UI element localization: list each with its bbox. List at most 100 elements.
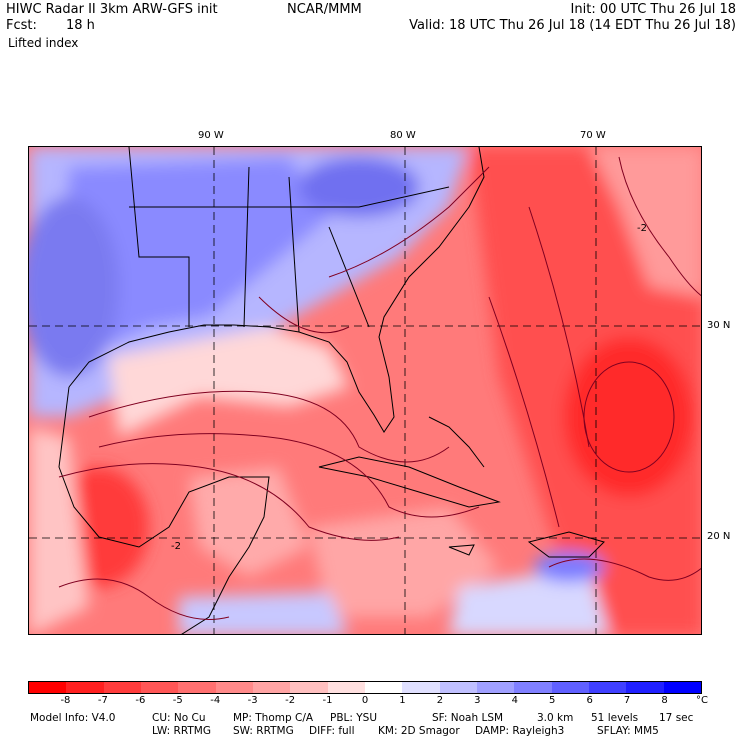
lifted-index-map: -2 -2: [28, 146, 702, 635]
org-label: NCAR/MMM: [287, 2, 362, 17]
colorbar-segment: [663, 682, 701, 693]
contour-line: [583, 361, 675, 473]
contour-line: [488, 296, 560, 528]
lw-scheme: LW: RRTMG: [152, 725, 211, 737]
colorbar-tick-label: 0: [361, 695, 369, 706]
colorbar-segment: [514, 682, 552, 693]
lat-label-30n: 30 N: [707, 320, 731, 331]
damp-option: DAMP: Rayleigh3: [475, 725, 565, 737]
colorbar-segment: [178, 682, 216, 693]
colorbar-tick-label: 3: [474, 695, 481, 706]
colorbar-tick-label: -3: [247, 695, 258, 706]
colorbar-segment: [215, 682, 253, 693]
cu-scheme: CU: No Cu: [152, 712, 206, 724]
bahamas-outline: [428, 416, 485, 468]
field-southeast-positive: [449, 567, 609, 634]
colorbar-segment: [66, 682, 104, 693]
contour-line: [58, 578, 230, 620]
mexico-coastline: [58, 386, 270, 634]
sw-scheme: SW: RRTMG: [233, 725, 294, 737]
field-south-positive: [179, 592, 349, 634]
colorbar-segment: [439, 682, 477, 693]
colorbar-tick-label: 4: [511, 695, 518, 706]
colorbar-tick-label: 1: [399, 695, 406, 706]
state-border-3: [288, 176, 300, 333]
colorbar-tick-label: -4: [210, 695, 221, 706]
valid-time: Valid: 18 UTC Thu 26 Jul 18 (14 EDT Thu …: [409, 18, 736, 33]
field-us-positive-core: [59, 157, 329, 367]
lat-label-20n: 20 N: [707, 531, 731, 542]
jamaica-outline: [448, 544, 475, 556]
km-option: KM: 2D Smagor: [378, 725, 460, 737]
mp-scheme: MP: Thomp C/A: [233, 712, 314, 724]
sf-scheme: SF: Noah LSM: [432, 712, 504, 724]
grid-spacing: 3.0 km: [537, 712, 574, 724]
hispaniola-outline: [527, 531, 605, 558]
map-canvas: [29, 147, 701, 634]
contour-label: -2: [637, 223, 647, 234]
state-border-4: [129, 186, 450, 208]
model-version: Model Info: V4.0: [30, 712, 116, 724]
contour-line: [58, 463, 400, 541]
graticule: [29, 147, 701, 634]
colorbar-tick-label: -8: [60, 695, 71, 706]
field-atlantic-core: [564, 337, 694, 497]
contour-line: [618, 156, 701, 297]
model-info-line-1: Model Info: V4.0: [30, 712, 116, 724]
colorbar-tick-label: 8: [661, 695, 668, 706]
colorbar-segment: [588, 682, 627, 693]
contour-line: [548, 558, 701, 581]
contour-label: -2: [171, 541, 181, 552]
forecast-hour: 18 h: [66, 18, 95, 33]
colorbar-tick-label: -1: [322, 695, 333, 706]
colorbar-segment: [103, 682, 141, 693]
field-texas-core: [29, 197, 119, 377]
lon-label-90w: 90 W: [198, 130, 224, 141]
field-gulf-light: [109, 327, 349, 437]
colorbar-segment: [551, 682, 589, 693]
us-coastline: [68, 147, 485, 433]
sflay-option: SFLAY: MM5: [597, 725, 659, 737]
contour-line: [328, 166, 490, 278]
lon-label-70w: 70 W: [580, 130, 606, 141]
field-name: Lifted index: [8, 36, 79, 50]
contour-line: [98, 433, 480, 518]
colorbar-tick-label: -7: [97, 695, 108, 706]
field-appalachian-core: [299, 157, 419, 217]
time-step: 17 sec: [659, 712, 694, 724]
forecast-label: Fcst:: [6, 18, 37, 33]
colorbar-segment: [626, 682, 664, 693]
lifted-index-colorbar: [28, 681, 702, 694]
colorbar-segment: [140, 682, 179, 693]
colorbar-tick-label: 2: [436, 695, 444, 706]
colorbar-segment: [290, 682, 328, 693]
state-border-5: [328, 226, 370, 328]
colorbar-tick-label: -2: [285, 695, 296, 706]
state-border-2: [243, 166, 250, 328]
coastlines: [58, 147, 605, 634]
colorbar-tick-label: 5: [549, 695, 556, 706]
field-caribbean-light: [309, 507, 499, 617]
pbl-scheme: PBL: YSU: [330, 712, 378, 724]
colorbar-segment: [402, 682, 440, 693]
cuba-outline: [318, 456, 501, 508]
lon-label-80w: 80 W: [390, 130, 416, 141]
colorbar-tick-label: 7: [623, 695, 631, 706]
contour-line: [258, 296, 350, 334]
colorbar-tick-label: 6: [586, 695, 593, 706]
colorbar-segment: [252, 682, 291, 693]
colorbar-tick-label: -6: [135, 695, 146, 706]
contour-line: [88, 390, 450, 463]
state-border-1: [128, 147, 190, 327]
model-title: HIWC Radar II 3km ARW-GFS init: [6, 2, 218, 17]
colorbar-segment: [327, 682, 365, 693]
colorbar-segment: [364, 682, 403, 693]
colorbar-segment: [29, 682, 67, 693]
vertical-levels: 51 levels: [591, 712, 639, 724]
colorbar-tick-label: -5: [172, 695, 183, 706]
colorbar-segment: [476, 682, 515, 693]
field-yucatan-light: [189, 467, 309, 577]
diff-option: DIFF: full: [309, 725, 355, 737]
colorbar-unit: °C: [696, 695, 708, 706]
init-time: Init: 00 UTC Thu 26 Jul 18: [570, 2, 736, 17]
